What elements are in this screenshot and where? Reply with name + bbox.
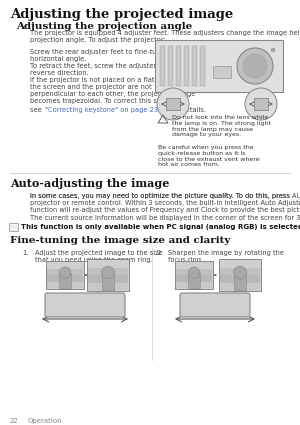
Text: In some cases, you may need to optimize the picture quality. To do this, press: In some cases, you may need to optimize … [30, 193, 292, 199]
Text: The current source information will be displayed in the corner of the screen for: The current source information will be d… [30, 215, 300, 221]
Bar [88, 267, 128, 275]
Text: If the projector is not placed on a flat surface or
the screen and the projector: If the projector is not placed on a flat… [30, 77, 195, 104]
Text: To retract the feet, screw the adjuster feet in a
reverse direction.: To retract the feet, screw the adjuster … [30, 63, 186, 76]
Bar [175, 261, 213, 289]
Text: In some cases, you may need to optimize the picture quality. To do this, press A: In some cases, you may need to optimize … [30, 193, 300, 213]
Bar [220, 283, 260, 290]
Bar [59, 272, 71, 288]
Text: Sharpen the image by rotating the
focus ring.: Sharpen the image by rotating the focus … [168, 250, 284, 263]
Text: see: see [30, 107, 44, 113]
Bar [213, 66, 231, 78]
Text: "Correcting keystone" on page 23: "Correcting keystone" on page 23 [45, 107, 158, 113]
Circle shape [157, 88, 189, 120]
Bar [220, 267, 260, 275]
Bar [176, 281, 212, 288]
Bar [88, 275, 128, 283]
Bar [234, 272, 246, 290]
Text: 1.: 1. [22, 250, 28, 256]
Bar [160, 46, 165, 86]
Bar [166, 98, 180, 110]
Text: This function is only available when PC signal (analog RGB) is selected.: This function is only available when PC … [21, 224, 300, 230]
Text: Operation: Operation [28, 418, 63, 424]
Bar [176, 269, 212, 275]
Bar [176, 46, 181, 86]
Bar [192, 46, 197, 86]
Circle shape [243, 54, 267, 78]
Circle shape [237, 48, 273, 84]
FancyBboxPatch shape [45, 293, 125, 317]
Text: Adjusting the projection angle: Adjusting the projection angle [16, 22, 192, 31]
Bar [168, 46, 173, 86]
Text: !: ! [162, 116, 164, 122]
FancyBboxPatch shape [10, 224, 19, 232]
Text: Fine-tuning the image size and clarity: Fine-tuning the image size and clarity [10, 236, 230, 245]
Text: 22: 22 [10, 418, 19, 424]
Text: The projector is equipped 4 adjuster feet. These adjusters change the image heig: The projector is equipped 4 adjuster fee… [30, 30, 300, 43]
Bar [176, 275, 212, 281]
Circle shape [245, 88, 277, 120]
Circle shape [59, 267, 71, 278]
Circle shape [271, 48, 275, 52]
Text: Screw the rear adjuster feet to fine-tune the
horizontal angle.: Screw the rear adjuster feet to fine-tun… [30, 49, 178, 62]
Bar [47, 275, 83, 281]
Bar [254, 98, 268, 110]
Bar [47, 281, 83, 288]
Bar [200, 46, 205, 86]
Bar [184, 46, 189, 86]
Text: Auto-adjusting the image: Auto-adjusting the image [10, 178, 169, 189]
Bar [47, 269, 83, 275]
Circle shape [188, 267, 200, 278]
Bar [220, 275, 260, 283]
Bar [87, 259, 129, 291]
Circle shape [102, 266, 114, 279]
Text: Adjusting the projected image: Adjusting the projected image [10, 8, 233, 21]
Bar [219, 259, 261, 291]
Bar [188, 272, 200, 288]
Text: Be careful when you press the
quick-release button as it is
close to the exhaust: Be careful when you press the quick-rele… [158, 145, 260, 167]
Bar [88, 283, 128, 290]
Text: Adjust the projected image to the size
that you need using the zoom ring.: Adjust the projected image to the size t… [35, 250, 163, 263]
Text: 2.: 2. [157, 250, 164, 256]
Circle shape [234, 266, 246, 279]
Bar [155, 40, 283, 92]
Text: for details.: for details. [168, 107, 206, 113]
Bar [102, 272, 114, 290]
Bar [46, 261, 84, 289]
Text: Do not look into the lens while
the lamp is on. The strong light
from the lamp m: Do not look into the lens while the lamp… [172, 115, 271, 137]
FancyBboxPatch shape [180, 293, 250, 317]
